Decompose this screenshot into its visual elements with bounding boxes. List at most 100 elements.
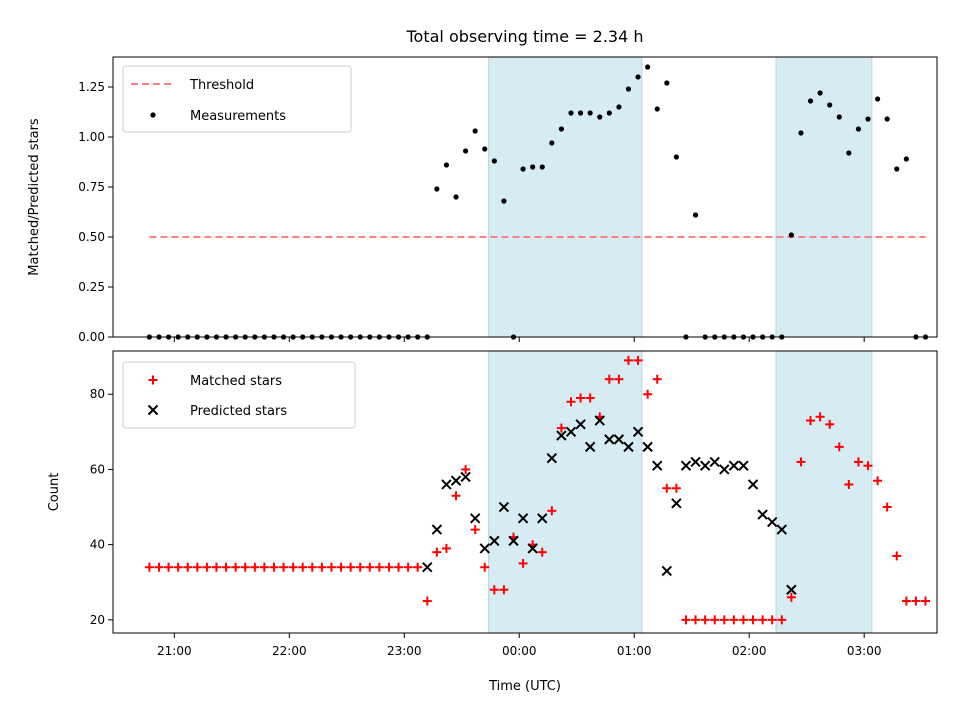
matched-star-point [422,596,432,606]
matched-star-point [844,479,854,489]
measurement-point [462,148,469,154]
legend-predicted-label: Predicted stars [190,404,287,419]
matched-star-point [806,416,816,426]
predicted-star-point [479,543,490,554]
matched-star-point [480,562,490,572]
cross-b [565,426,577,438]
predicted-star-point [594,415,605,426]
matched-star-point [307,562,317,572]
measurement-point [673,154,679,160]
measurement-point [865,116,871,122]
measurement-point [577,110,584,116]
predicted-star-point [422,561,433,573]
matched-star-point [202,562,212,572]
cross-b [527,543,538,554]
cross-b [661,565,673,577]
predicted-star-point [450,475,462,486]
matched-star-point [921,596,931,606]
matched-star-point [279,562,289,572]
matched-star-point [221,562,231,572]
cross-b [671,498,682,509]
observing-window-2 [775,350,873,634]
matched-star-point [623,355,633,365]
measurement-point [894,166,900,172]
matched-star-point [317,562,327,572]
predicted-star-point [613,434,625,445]
measurement-point [597,114,603,120]
matched-star-point [240,562,250,572]
matched-star-point [192,562,202,572]
matched-star-point [710,615,720,625]
measurement-point [501,198,507,204]
matched-star-point [719,615,729,625]
y-axis-label: Count [47,473,62,512]
cross-b [441,479,452,490]
predicted-star-point [632,426,644,438]
matched-star-point [461,464,471,474]
predicted-star-point [661,565,673,577]
y-tick-label: 0.50 [78,230,105,244]
cross-b [584,441,596,453]
matched-star-point [662,483,672,493]
matched-star-point [614,374,624,384]
measurement-point [606,110,612,116]
matched-star-point [537,547,547,557]
predicted-star-point [489,535,500,547]
matched-star-point [144,562,154,572]
x-axis-label: Time (UTC) [488,679,561,694]
legend-matched-label: Matched stars [190,374,282,389]
y-tick-label: 40 [90,538,105,552]
axes-frame [112,56,938,338]
predicted-star-point [556,430,567,441]
predicted-star-point [728,460,740,471]
x-tick-label: 23:00 [387,644,422,658]
matched-star-point [164,562,174,572]
predicted-star-point [786,584,797,595]
measurement-point [903,156,909,162]
cross-b [556,430,567,441]
measurement-point [520,166,526,172]
y-tick-label: 0.00 [78,330,105,344]
predicted-star-point [508,535,519,547]
measurement-point [884,116,890,122]
cross-b [719,464,730,475]
cross-b [594,415,605,426]
y-tick-label: 0.75 [78,180,105,194]
legend-measurements-swatch [150,112,156,118]
observing-window-1 [488,350,643,634]
predicted-star-point [699,460,711,471]
matched-star-point [173,562,183,572]
x-tick-label: 00:00 [502,644,537,658]
cross-b [738,460,749,471]
predicted-star-point [690,456,701,468]
matched-star-point [681,615,691,625]
matched-star-point [384,562,394,572]
x-tick-label: 02:00 [732,644,767,658]
matched-star-point [738,615,748,625]
matched-star-point [671,483,681,493]
matched-star-point [470,525,480,535]
measurement-point [482,146,488,152]
cross-b [786,584,797,595]
matched-star-point [518,558,528,568]
predicted-star-point [747,479,759,490]
predicted-star-point [441,479,452,490]
predicted-star-point [642,441,653,453]
matched-star-point [183,562,193,572]
matched-star-point [441,543,451,553]
matched-star-point [748,615,758,625]
cross-b [508,535,519,547]
predicted-star-point [623,441,634,453]
matched-star-point [777,615,787,625]
matched-star-point [365,562,375,572]
predicted-star-point [584,441,596,453]
cross-b [460,471,471,483]
matched-star-point [298,562,308,572]
cross-b [517,513,529,524]
matched-star-point [336,562,346,572]
matched-star-point [394,562,404,572]
cross-b [147,404,159,416]
top-panel-ratio: 0.00 0.25 0.50 0.75 1.00 1.25 Matched/Predicte… [27,56,938,344]
cross-b [469,513,481,524]
measurement-point [788,232,794,238]
